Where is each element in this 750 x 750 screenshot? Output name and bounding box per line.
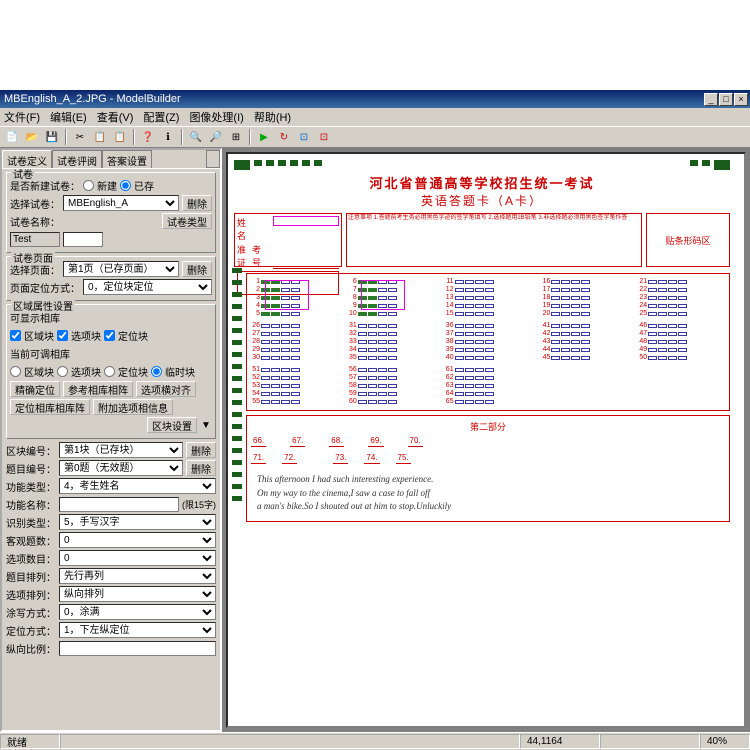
tb-open[interactable]: 📂 (23, 128, 41, 146)
tab-review[interactable]: 试卷评阅 (52, 150, 102, 168)
tb-about[interactable]: ℹ (159, 128, 177, 146)
field-f4_l[interactable] (59, 497, 179, 512)
tab-define[interactable]: 试卷定义 (2, 150, 52, 168)
document-view[interactable]: 河北省普通高等学校招生统一考试 英语答题卡（A卡） 姓 名 准考证号 注意事项 … (226, 152, 746, 728)
sheet-title: 河北省普通高等学校招生统一考试 (234, 173, 730, 192)
r-option[interactable] (57, 366, 68, 377)
sheet-subtitle: 英语答题卡（A卡） (234, 192, 730, 209)
field-f1_l[interactable]: 第1块（已存块） (59, 442, 183, 458)
delete-paper-button[interactable]: 删除 (182, 195, 212, 211)
info-instructions: 注意事项 1.答题前考生务必用黑色字迹的签字笔填写 2.选择题用2B铅笔 3.非… (346, 213, 642, 267)
minimize-button[interactable]: _ (704, 93, 718, 106)
field-f9_l[interactable]: 纵向排列 (59, 586, 216, 602)
tab-answer[interactable]: 答案设置 (102, 150, 152, 168)
field-f6_l[interactable]: 0 (59, 532, 216, 548)
menu-view[interactable]: 查看(V) (97, 109, 134, 125)
top-whitespace (0, 0, 750, 90)
group-paper: 是否新建试卷： 新建 已存 选择试卷： MBEnglish_A 删除 试卷名称： (6, 172, 216, 253)
panel-body: 是否新建试卷： 新建 已存 选择试卷： MBEnglish_A 删除 试卷名称： (2, 168, 220, 730)
tb-cut[interactable]: ✂ (71, 128, 89, 146)
btn-f2_b[interactable]: 删除 (186, 460, 216, 476)
panel-tabs: 试卷定义 试卷评阅 答案设置 (2, 150, 220, 168)
tb-help[interactable]: ❓ (139, 128, 157, 146)
test-input[interactable] (10, 232, 60, 247)
status-coords: 44,1164 (520, 734, 600, 749)
field-f5_l[interactable]: 5，手写汉字 (59, 514, 216, 530)
bubble-section: 1234567891011121314151617181920212223242… (246, 273, 730, 411)
r-temp[interactable] (151, 366, 162, 377)
menu-image[interactable]: 图像处理(I) (189, 109, 243, 125)
select-page[interactable]: 第1页（已存页面） (63, 261, 179, 277)
workarea: 试卷定义 试卷评阅 答案设置 是否新建试卷： 新建 已存 选择试卷： (0, 148, 750, 732)
select-locate[interactable]: 0，定位块定位 (83, 279, 212, 295)
group-page: 选择页面： 第1页（已存页面） 删除 页面定位方式： 0，定位块定位 (6, 256, 216, 301)
window-title: MBEnglish_A_2.JPG - ModelBuilder (2, 93, 704, 105)
field-f2_l[interactable]: 第0题（无效题） (59, 460, 183, 476)
btn-f1_b[interactable]: 删除 (186, 442, 216, 458)
essay-section: 第二部分 66.67.68.69.70. 71.72.73.74.75. Thi… (246, 415, 730, 522)
right-panel: 河北省普通高等学校招生统一考试 英语答题卡（A卡） 姓 名 准考证号 注意事项 … (222, 148, 750, 732)
menu-help[interactable]: 帮助(H) (254, 109, 291, 125)
menu-config[interactable]: 配置(Z) (143, 109, 179, 125)
status-ready: 就绪 (0, 734, 60, 749)
block-set-button[interactable]: 区块设置 (147, 417, 197, 433)
selection-rect-2 (361, 280, 405, 310)
field-f12_l[interactable] (59, 641, 216, 656)
paper-type-button[interactable]: 试卷类型 (162, 213, 212, 229)
menu-file[interactable]: 文件(F) (4, 109, 40, 125)
barcode-area: 贴条形码区 (646, 213, 730, 267)
left-panel: 试卷定义 试卷评阅 答案设置 是否新建试卷： 新建 已存 选择试卷： (0, 148, 222, 732)
toolbar: 📄 📂 💾 ✂ 📋 📋 ❓ ℹ 🔍 🔎 ⊞ ▶ ↻ ⊡ ⊡ (0, 126, 750, 148)
panel-scroll[interactable] (206, 150, 220, 168)
radio-exist[interactable] (120, 180, 131, 191)
r-region[interactable] (10, 366, 21, 377)
chk-option[interactable] (57, 330, 68, 341)
tb-rect2[interactable]: ⊡ (315, 128, 333, 146)
chk-locate[interactable] (104, 330, 115, 341)
tb-copy[interactable]: 📋 (91, 128, 109, 146)
tb-paste[interactable]: 📋 (111, 128, 129, 146)
answer-sheet: 河北省普通高等学校招生统一考试 英语答题卡（A卡） 姓 名 准考证号 注意事项 … (234, 160, 730, 522)
app-window: MBEnglish_A_2.JPG - ModelBuilder _ □ × 文… (0, 0, 750, 750)
tb-save[interactable]: 💾 (43, 128, 61, 146)
close-button[interactable]: × (734, 93, 748, 106)
field-f8_l[interactable]: 先行再列 (59, 568, 216, 584)
field-f11_l[interactable]: 1，下左纵定位 (59, 622, 216, 638)
field-f10_l[interactable]: 0，涂满 (59, 604, 216, 620)
ref-button[interactable]: 参考相库相阵 (63, 381, 133, 397)
new-label: 是否新建试卷： (10, 178, 80, 193)
tb-new[interactable]: 📄 (3, 128, 21, 146)
test-value[interactable] (63, 232, 103, 247)
selection-rect-1 (265, 280, 309, 310)
tb-rect1[interactable]: ⊡ (295, 128, 313, 146)
tb-fit[interactable]: ⊞ (227, 128, 245, 146)
status-zoom: 40% (700, 734, 750, 749)
side-anchors (232, 268, 242, 501)
tb-zoomin[interactable]: 🔍 (187, 128, 205, 146)
tb-play[interactable]: ▶ (255, 128, 273, 146)
tb-refresh[interactable]: ↻ (275, 128, 293, 146)
menu-edit[interactable]: 编辑(E) (50, 109, 87, 125)
tb-zoomout[interactable]: 🔎 (207, 128, 225, 146)
align-button[interactable]: 选项横对齐 (136, 381, 196, 397)
chk-region[interactable] (10, 330, 21, 341)
r-locate[interactable] (104, 366, 115, 377)
maximize-button[interactable]: □ (719, 93, 733, 106)
delete-page-button[interactable]: 删除 (182, 261, 212, 277)
precise-button[interactable]: 精确定位 (10, 381, 60, 397)
group-region: 可显示相库 区域块 选项块 定位块 当前可调相库 区域块 选项块 定位块 临时块 (6, 304, 216, 439)
select-paper[interactable]: MBEnglish_A (63, 195, 179, 211)
menubar: 文件(F) 编辑(E) 查看(V) 配置(Z) 图像处理(I) 帮助(H) (0, 108, 750, 126)
statusbar: 就绪 44,1164 40% (0, 732, 750, 750)
addopt-button[interactable]: 附加选项相信息 (93, 399, 173, 415)
titlebar: MBEnglish_A_2.JPG - ModelBuilder _ □ × (0, 90, 750, 108)
radio-new[interactable] (83, 180, 94, 191)
field-f7_l[interactable]: 0 (59, 550, 216, 566)
locmatrix-button[interactable]: 定位相库相库阵 (10, 399, 90, 415)
info-name-box: 姓 名 准考证号 (234, 213, 342, 267)
field-f3_l[interactable]: 4，考生姓名 (59, 478, 216, 494)
